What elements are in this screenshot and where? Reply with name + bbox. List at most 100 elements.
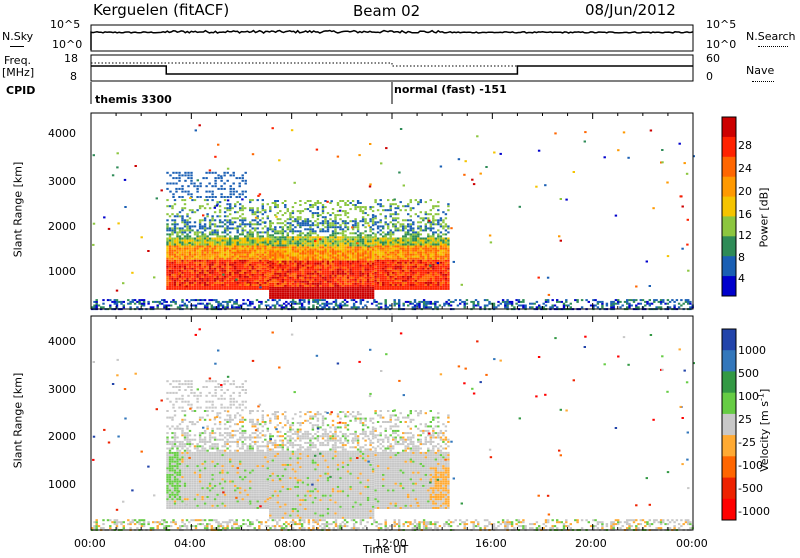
power-cell (245, 303, 247, 305)
power-cell (423, 299, 425, 301)
power-cell (372, 289, 374, 291)
power-cell (196, 185, 198, 187)
power-cell (287, 259, 289, 261)
power-cell (400, 278, 402, 280)
power-cell (425, 305, 427, 307)
power-cell (239, 254, 241, 256)
power-cell (278, 305, 280, 307)
power-cell (232, 227, 234, 229)
power-cell (359, 275, 361, 277)
power-cell (387, 231, 389, 233)
power-cell (201, 252, 203, 254)
power-cell (344, 253, 346, 255)
power-cell (215, 301, 217, 303)
power-cell (269, 242, 271, 244)
power-cell (337, 156, 339, 158)
power-cell (279, 230, 281, 232)
power-cell (342, 222, 344, 224)
power-cell (685, 299, 687, 301)
power-cell (447, 266, 449, 268)
power-cell (287, 242, 289, 244)
power-cell (252, 209, 254, 211)
power-cell (294, 269, 296, 271)
power-cell (257, 276, 259, 278)
power-cell (292, 303, 294, 305)
power-cell (442, 240, 444, 242)
power-cell (410, 227, 412, 229)
power-cell (199, 240, 201, 242)
power-cell (249, 288, 251, 290)
power-cell (277, 277, 279, 279)
power-cell (374, 223, 376, 225)
power-cell (314, 293, 316, 295)
power-cell (186, 258, 188, 260)
power-cell (407, 248, 409, 250)
power-cell (382, 266, 384, 268)
power-cell (304, 263, 306, 265)
power-cell (199, 278, 201, 280)
power-cell (314, 244, 316, 246)
power-cell (400, 258, 402, 260)
power-cell (174, 270, 176, 272)
power-cell (189, 209, 191, 211)
power-cell (349, 246, 351, 248)
power-cell (440, 240, 442, 242)
power-cell (329, 279, 331, 281)
power-cell (322, 216, 324, 218)
power-cell (617, 299, 619, 301)
power-cell (299, 218, 301, 220)
power-cell (329, 253, 331, 255)
power-cell (259, 276, 261, 278)
power-cell (304, 277, 306, 279)
power-cell (289, 277, 291, 279)
power-cell (284, 240, 286, 242)
power-cell (369, 273, 371, 275)
power-cell (332, 279, 334, 281)
power-cell (405, 235, 407, 237)
power-cell (233, 172, 235, 174)
power-cell (171, 207, 173, 209)
power-cell (339, 303, 341, 305)
power-cell (232, 254, 234, 256)
power-cell (294, 220, 296, 222)
power-cell (227, 196, 229, 198)
power-cell (239, 219, 241, 221)
power-cell (437, 250, 439, 252)
power-cell (334, 259, 336, 261)
power-cell (141, 299, 143, 301)
power-cell (211, 256, 213, 258)
power-cell (181, 272, 183, 274)
power-cell (312, 204, 314, 206)
power-cell (392, 252, 394, 254)
power-cell (234, 244, 236, 246)
power-cell (339, 289, 341, 291)
power-cell (257, 288, 259, 290)
power-cell (171, 227, 173, 229)
power-cell (312, 244, 314, 246)
power-cell (352, 275, 354, 277)
power-cell (302, 291, 304, 293)
power-cell (347, 265, 349, 267)
power-cell (234, 256, 236, 258)
power-cell (349, 289, 351, 291)
power-cell (312, 259, 314, 261)
power-cell (277, 204, 279, 206)
power-cell (522, 306, 524, 308)
power-cell (599, 301, 601, 303)
power-cell (392, 256, 394, 258)
power-cell (334, 246, 336, 248)
power-cell (234, 254, 236, 256)
power-cell (430, 254, 432, 256)
power-cell (420, 221, 422, 223)
power-cell (226, 280, 228, 282)
power-cell (387, 244, 389, 246)
power-cell (292, 267, 294, 269)
power-cell (327, 249, 329, 251)
power-cell (329, 283, 331, 285)
power-cell (364, 267, 366, 269)
power-cell (287, 236, 289, 238)
power-cell (257, 250, 259, 252)
power-cell (385, 270, 387, 272)
power-cell (282, 255, 284, 257)
power-cell (259, 219, 261, 221)
